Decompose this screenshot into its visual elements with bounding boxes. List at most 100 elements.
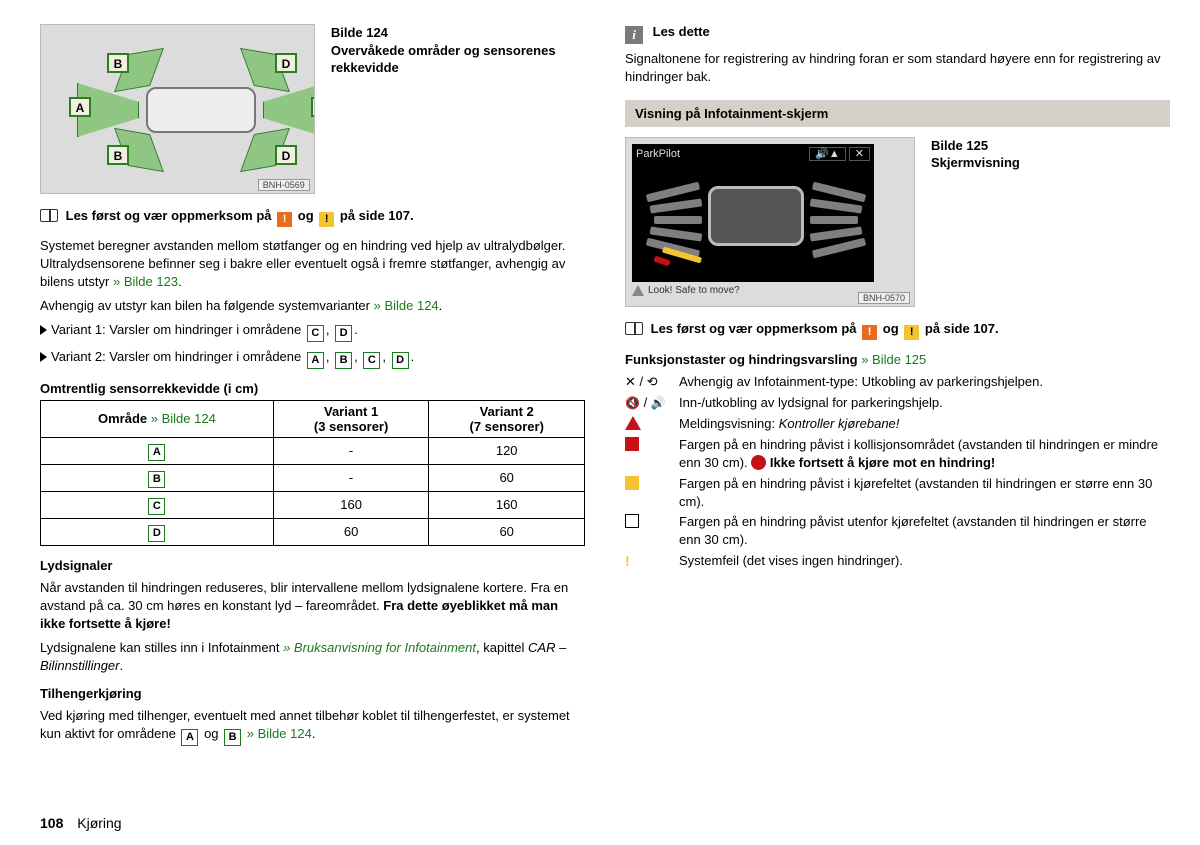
legend: ✕ / ⟲ Avhengig av Infotainment-type: Utk… — [625, 373, 1170, 572]
section-heading: Visning på Infotainment-skjerm — [625, 100, 1170, 127]
zone-label-c: C — [311, 97, 315, 117]
figure-125-title: Bilde 125 — [931, 138, 988, 153]
link-bilde-125[interactable]: » Bilde 125 — [861, 352, 926, 367]
th-v1a: Variant 1 — [324, 404, 378, 419]
sym-speaker-icons: 🔇 / 🔊 — [625, 394, 669, 412]
figure-125: ParkPilot 🔊▲ ✕ — [625, 137, 915, 307]
info-title: Les dette — [653, 24, 710, 39]
table-row: C160160 — [41, 491, 585, 518]
read-first-suffix: på side 107. — [340, 208, 414, 223]
zone-label-d2: D — [275, 145, 297, 165]
bullet-icon — [40, 325, 47, 335]
box-a: A — [181, 729, 198, 746]
legend-text: Inn-/utkobling av lydsignal for parkerin… — [679, 394, 943, 412]
link-bilde-124-b[interactable]: » Bilde 124 — [151, 411, 216, 426]
sym-yellow-square — [625, 475, 669, 493]
left-column: A B B C D D BNH-0569 Bilde 124 Overvåked… — [40, 24, 585, 752]
figure-124: A B B C D D BNH-0569 — [40, 24, 315, 194]
figure-124-id: BNH-0569 — [258, 179, 310, 191]
warn-orange-icon: ! — [862, 325, 877, 340]
speaker-button[interactable]: 🔊▲ — [809, 147, 846, 161]
lydsignaler-heading: Lydsignaler — [40, 558, 585, 573]
lyd-para-1: Når avstanden til hindringen reduseres, … — [40, 579, 585, 633]
page-number: 108 — [40, 815, 63, 831]
zone-label-d: D — [275, 53, 297, 73]
bullet-icon — [40, 352, 47, 362]
variant-1-line: Variant 1: Varsler om hindringer i områd… — [40, 321, 585, 342]
link-bilde-123[interactable]: » Bilde 123 — [113, 274, 178, 289]
read-first-text: Les først og vær oppmerksom på — [66, 208, 276, 223]
page-footer: 108 Kjøring — [40, 815, 122, 831]
right-column: i Les dette Signaltonene for registrerin… — [625, 24, 1170, 752]
figure-124-row: A B B C D D BNH-0569 Bilde 124 Overvåked… — [40, 24, 585, 194]
sym-red-square — [625, 436, 669, 454]
table-row: B-60 — [41, 464, 585, 491]
para-variants: Avhengig av utstyr kan bilen ha følgende… — [40, 297, 585, 315]
figure-125-id: BNH-0570 — [858, 292, 910, 304]
sensor-range-table: Område » Bilde 124 Variant 1(3 sensorer)… — [40, 400, 585, 546]
para-ultrasound: Systemet beregner avstanden mellom støtf… — [40, 237, 585, 291]
legend-text: Fargen på en hindring påvist i kjørefelt… — [679, 475, 1170, 511]
tilhenger-heading: Tilhengerkjøring — [40, 686, 585, 701]
figure-125-desc: Skjermvisning — [931, 155, 1020, 170]
box-b: B — [224, 729, 241, 746]
info-note-heading: i Les dette — [625, 24, 1170, 44]
figure-125-row: ParkPilot 🔊▲ ✕ — [625, 137, 1170, 307]
stop-icon — [751, 455, 766, 470]
table-row: D6060 — [41, 518, 585, 545]
info-note-text: Signaltonene for registrering av hindrin… — [625, 50, 1170, 86]
legend-row-fault: ! Systemfeil (det vises ingen hindringer… — [625, 552, 1170, 571]
read-first-mid: og — [298, 208, 318, 223]
box-c: C — [363, 352, 380, 369]
sym-outline-square — [625, 513, 669, 531]
screen-msg: Look! Safe to move? — [648, 285, 740, 296]
box-d: D — [335, 325, 352, 342]
link-infotainment-manual[interactable]: » Bruksanvisning for Infotainment — [283, 640, 476, 655]
legend-row-sound: 🔇 / 🔊 Inn-/utkobling av lydsignal for pa… — [625, 394, 1170, 412]
legend-row-yellow: Fargen på en hindring påvist i kjørefelt… — [625, 475, 1170, 511]
box-a: A — [307, 352, 324, 369]
warn-orange-icon: ! — [277, 212, 292, 227]
th-area: Område — [98, 411, 151, 426]
page-section: Kjøring — [77, 815, 121, 831]
book-icon — [40, 209, 58, 222]
link-bilde-124-a[interactable]: » Bilde 124 — [374, 298, 439, 313]
warn-yellow-icon: ! — [904, 325, 919, 340]
sym-triangle — [625, 415, 669, 433]
variant1-text: Variant 1: Varsler om hindringer i områd… — [51, 322, 305, 337]
th-v1b: (3 sensorer) — [314, 419, 388, 434]
box-d: D — [392, 352, 409, 369]
link-bilde-124-c[interactable]: » Bilde 124 — [243, 726, 312, 741]
legend-text: Avhengig av Infotainment-type: Utkobling… — [679, 373, 1043, 391]
figure-124-desc: Overvåkede områder og sensorenes rekkevi… — [331, 43, 556, 76]
read-first-right: Les først og vær oppmerksom på ! og ! på… — [625, 321, 1170, 340]
close-button[interactable]: ✕ — [849, 147, 870, 161]
zone-label-a: A — [69, 97, 91, 117]
sym-x-return: ✕ / ⟲ — [625, 373, 669, 391]
lyd-para-2: Lydsignalene kan stilles inn i Infotainm… — [40, 639, 585, 675]
figure-124-caption: Bilde 124 Overvåkede områder og sensoren… — [331, 24, 585, 194]
book-icon — [625, 322, 643, 335]
parkpilot-label: ParkPilot — [636, 148, 680, 160]
tilhenger-para: Ved kjøring med tilhenger, eventuelt med… — [40, 707, 585, 746]
warn-yellow-icon: ! — [319, 212, 334, 227]
variant2-text: Variant 2: Varsler om hindringer i områd… — [51, 349, 305, 364]
p2: Avhengig av utstyr kan bilen ha følgende… — [40, 298, 374, 313]
read-first-left: Les først og vær oppmerksom på ! og ! på… — [40, 208, 585, 227]
table-row: A-120 — [41, 437, 585, 464]
warning-triangle-icon — [632, 285, 644, 296]
function-keys-heading: Funksjonstaster og hindringsvarsling » B… — [625, 352, 1170, 367]
zone-label-b2: B — [107, 145, 129, 165]
info-icon: i — [625, 26, 643, 44]
legend-text: Meldingsvisning: — [679, 416, 779, 431]
table-title: Omtrentlig sensorrekkevidde (i cm) — [40, 381, 585, 396]
legend-text: Fargen på en hindring påvist utenfor kjø… — [679, 513, 1170, 549]
variant-2-line: Variant 2: Varsler om hindringer i områd… — [40, 348, 585, 369]
legend-text: Systemfeil (det vises ingen hindringer). — [679, 552, 903, 570]
figure-125-caption: Bilde 125 Skjermvisning — [931, 137, 1020, 307]
box-c: C — [307, 325, 324, 342]
figure-124-title: Bilde 124 — [331, 25, 388, 40]
legend-row-outline: Fargen på en hindring påvist utenfor kjø… — [625, 513, 1170, 549]
sym-bang: ! — [625, 552, 669, 571]
legend-text-bold: Ikke fortsett å kjøre mot en hindring! — [766, 455, 995, 470]
